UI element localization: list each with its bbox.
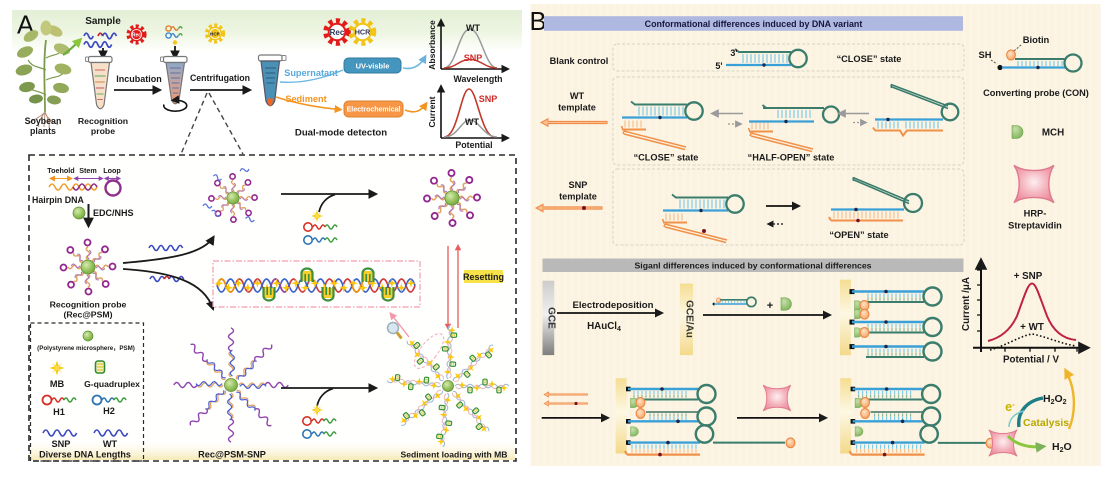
svg-text:Absorbance: Absorbance [427, 20, 437, 70]
svg-text:HRP-: HRP- [1024, 209, 1047, 219]
svg-text:template: template [559, 192, 597, 202]
svg-text:Current: Current [427, 96, 437, 127]
svg-text:Sample: Sample [85, 16, 121, 27]
svg-text:“HALF-OPEN” state: “HALF-OPEN” state [748, 153, 835, 163]
svg-text:e-: e- [1005, 399, 1015, 414]
svg-text:Sediment loading with MB: Sediment loading with MB [401, 450, 508, 460]
svg-text:+ SNP: + SNP [1014, 271, 1043, 282]
svg-text:WT: WT [570, 91, 585, 101]
svg-text:(Polystyrene microsphere，PSM): (Polystyrene microsphere，PSM) [37, 345, 135, 352]
svg-text:Potential / V: Potential / V [1003, 355, 1060, 366]
svg-text:Electrodeposition: Electrodeposition [572, 300, 653, 311]
svg-text:Stem: Stem [79, 166, 97, 175]
svg-text:Toehold: Toehold [47, 166, 74, 175]
svg-text:B: B [530, 8, 547, 36]
svg-text:WT: WT [465, 117, 479, 127]
svg-text:H1: H1 [53, 407, 65, 417]
svg-text:GCE/Au: GCE/Au [684, 300, 695, 338]
svg-text:Current /μA: Current /μA [961, 277, 972, 331]
svg-text:Centrifugation: Centrifugation [190, 73, 250, 83]
svg-text:Dual-mode detecton: Dual-mode detecton [295, 128, 387, 139]
svg-text:HAuCl4: HAuCl4 [587, 321, 621, 333]
svg-text:H2O2: H2O2 [1043, 393, 1067, 406]
svg-text:plants: plants [30, 126, 56, 136]
svg-text:Siganl differences induced by: Siganl differences induced by conformati… [634, 261, 871, 271]
svg-text:Catalysis: Catalysis [1023, 417, 1069, 429]
svg-text:Incubation: Incubation [116, 74, 162, 84]
svg-text:5': 5' [715, 61, 722, 71]
svg-text:Electrochemical: Electrochemical [347, 107, 401, 114]
svg-text:EDC/NHS: EDC/NHS [93, 208, 134, 218]
svg-text:Recognition probe: Recognition probe [50, 300, 127, 310]
svg-text:“CLOSE” state: “CLOSE” state [634, 153, 699, 163]
svg-text:SNP: SNP [569, 180, 588, 190]
svg-text:SNP: SNP [464, 53, 483, 63]
svg-text:template: template [558, 103, 596, 113]
svg-text:MB: MB [50, 379, 65, 389]
svg-text:“CLOSE” state: “CLOSE” state [837, 54, 902, 64]
svg-text:Hairpin DNA: Hairpin DNA [32, 195, 84, 205]
svg-text:MCH: MCH [1042, 128, 1064, 139]
svg-text:H2O: H2O [1052, 441, 1072, 454]
svg-text:GCE: GCE [545, 307, 556, 329]
svg-text:(Rec@PSM): (Rec@PSM) [63, 310, 112, 320]
svg-text:3': 3' [730, 48, 737, 58]
svg-text:Conformational differences ind: Conformational differences induced by DN… [645, 19, 863, 29]
svg-text:SNP: SNP [479, 94, 498, 104]
svg-text:Loop: Loop [103, 166, 121, 175]
svg-text:Blank control: Blank control [550, 56, 609, 66]
svg-text:SNP: SNP [52, 439, 71, 449]
svg-text:Supernatant: Supernatant [284, 68, 338, 78]
svg-text:+: + [767, 300, 773, 312]
svg-text:G-quadruplex: G-quadruplex [84, 379, 140, 389]
svg-text:“OPEN” state: “OPEN” state [829, 230, 888, 240]
svg-text:Soybean: Soybean [25, 116, 62, 126]
svg-text:WT: WT [466, 23, 480, 33]
svg-text:+ WT: + WT [1020, 322, 1044, 333]
svg-text:probe: probe [91, 126, 115, 136]
svg-text:Streptavidin: Streptavidin [1008, 221, 1062, 231]
svg-text:Wavelength: Wavelength [453, 74, 502, 84]
svg-text:Sediment: Sediment [285, 94, 326, 104]
svg-text:UV-visble: UV-visble [356, 62, 390, 71]
svg-text:WT: WT [103, 439, 118, 449]
svg-text:SH: SH [978, 49, 991, 60]
svg-text:Recognition: Recognition [78, 116, 128, 126]
svg-text:Potential: Potential [455, 140, 492, 150]
svg-text:Diverse DNA Lengths: Diverse DNA Lengths [39, 450, 131, 460]
svg-text:Rec@PSM-SNP: Rec@PSM-SNP [198, 450, 266, 460]
svg-text:H2: H2 [103, 406, 115, 416]
svg-text:Converting probe (CON): Converting probe (CON) [983, 88, 1089, 98]
svg-text:Resetting: Resetting [463, 272, 504, 282]
svg-text:Biotin: Biotin [1023, 34, 1050, 45]
